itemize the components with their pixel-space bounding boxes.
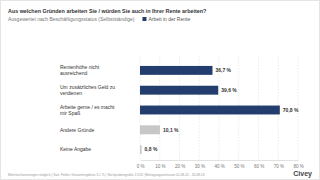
tick-label: 40 %: [214, 164, 224, 169]
tick-label: 70 %: [274, 164, 284, 169]
bars: [140, 66, 280, 154]
bar: [140, 145, 142, 154]
tick: 0 %: [137, 160, 145, 169]
category-label: Arbeite gerne / es machtmir Spaß: [60, 104, 115, 117]
tick: 70 %: [274, 160, 284, 169]
tick: 40 %: [214, 160, 224, 169]
tick-label: 20 %: [175, 164, 185, 169]
legend-label: Arbeit in der Rente: [148, 16, 190, 22]
data-label: 10,1 %: [163, 127, 179, 133]
tick-label: 50 %: [234, 164, 244, 169]
bar: [140, 86, 218, 95]
grid: [140, 56, 298, 160]
note: Mehrfachnennungen möglich | Stat. Fehler…: [8, 173, 205, 177]
chart: Aus welchen Gründen arbeiten Sie / würde…: [0, 0, 320, 180]
legend-swatch: [142, 17, 146, 21]
tick: 20 %: [175, 160, 185, 169]
tick: 10 %: [155, 160, 165, 169]
data-labels: 36,7 % 39,6 % 70,8 % 10,1 % 0,8 %: [145, 67, 299, 152]
data-label: 70,8 %: [283, 107, 299, 113]
data-label: 36,7 %: [215, 67, 231, 73]
bar: [140, 125, 160, 134]
bar: [140, 106, 280, 115]
title: Aus welchen Gründen arbeiten Sie / würde…: [8, 8, 206, 14]
category-label: Andere Gründe: [60, 127, 94, 133]
frame: [1, 1, 320, 180]
tick: 60 %: [254, 160, 264, 169]
tick: 30 %: [195, 160, 205, 169]
category-label: Rentenhöhe nichtausreichend: [60, 64, 100, 77]
bar: [140, 66, 212, 75]
category-label: Keine Angabe: [60, 146, 91, 152]
tick-label: 30 %: [195, 164, 205, 169]
axis-line: [141, 160, 299, 161]
tick: 80 %: [293, 160, 303, 169]
tick-label: 60 %: [254, 164, 264, 169]
tick-label: 0 %: [137, 164, 145, 169]
tick-label: 10 %: [155, 164, 165, 169]
tick: 50 %: [234, 160, 244, 169]
x-axis: 0 % 10 % 20 % 30 % 40 % 50 % 60 % 70 % 80 %: [137, 160, 304, 169]
tick-label: 80 %: [293, 164, 303, 169]
data-label: 39,6 %: [221, 87, 237, 93]
subtitle: Ausgewertet nach Beschäftigungsstatus (S…: [8, 16, 135, 22]
data-label: 0,8 %: [145, 146, 158, 152]
source-logo: Civey: [293, 170, 312, 178]
category-label: Um zusätzliches Geld zuverdienen: [60, 84, 115, 97]
